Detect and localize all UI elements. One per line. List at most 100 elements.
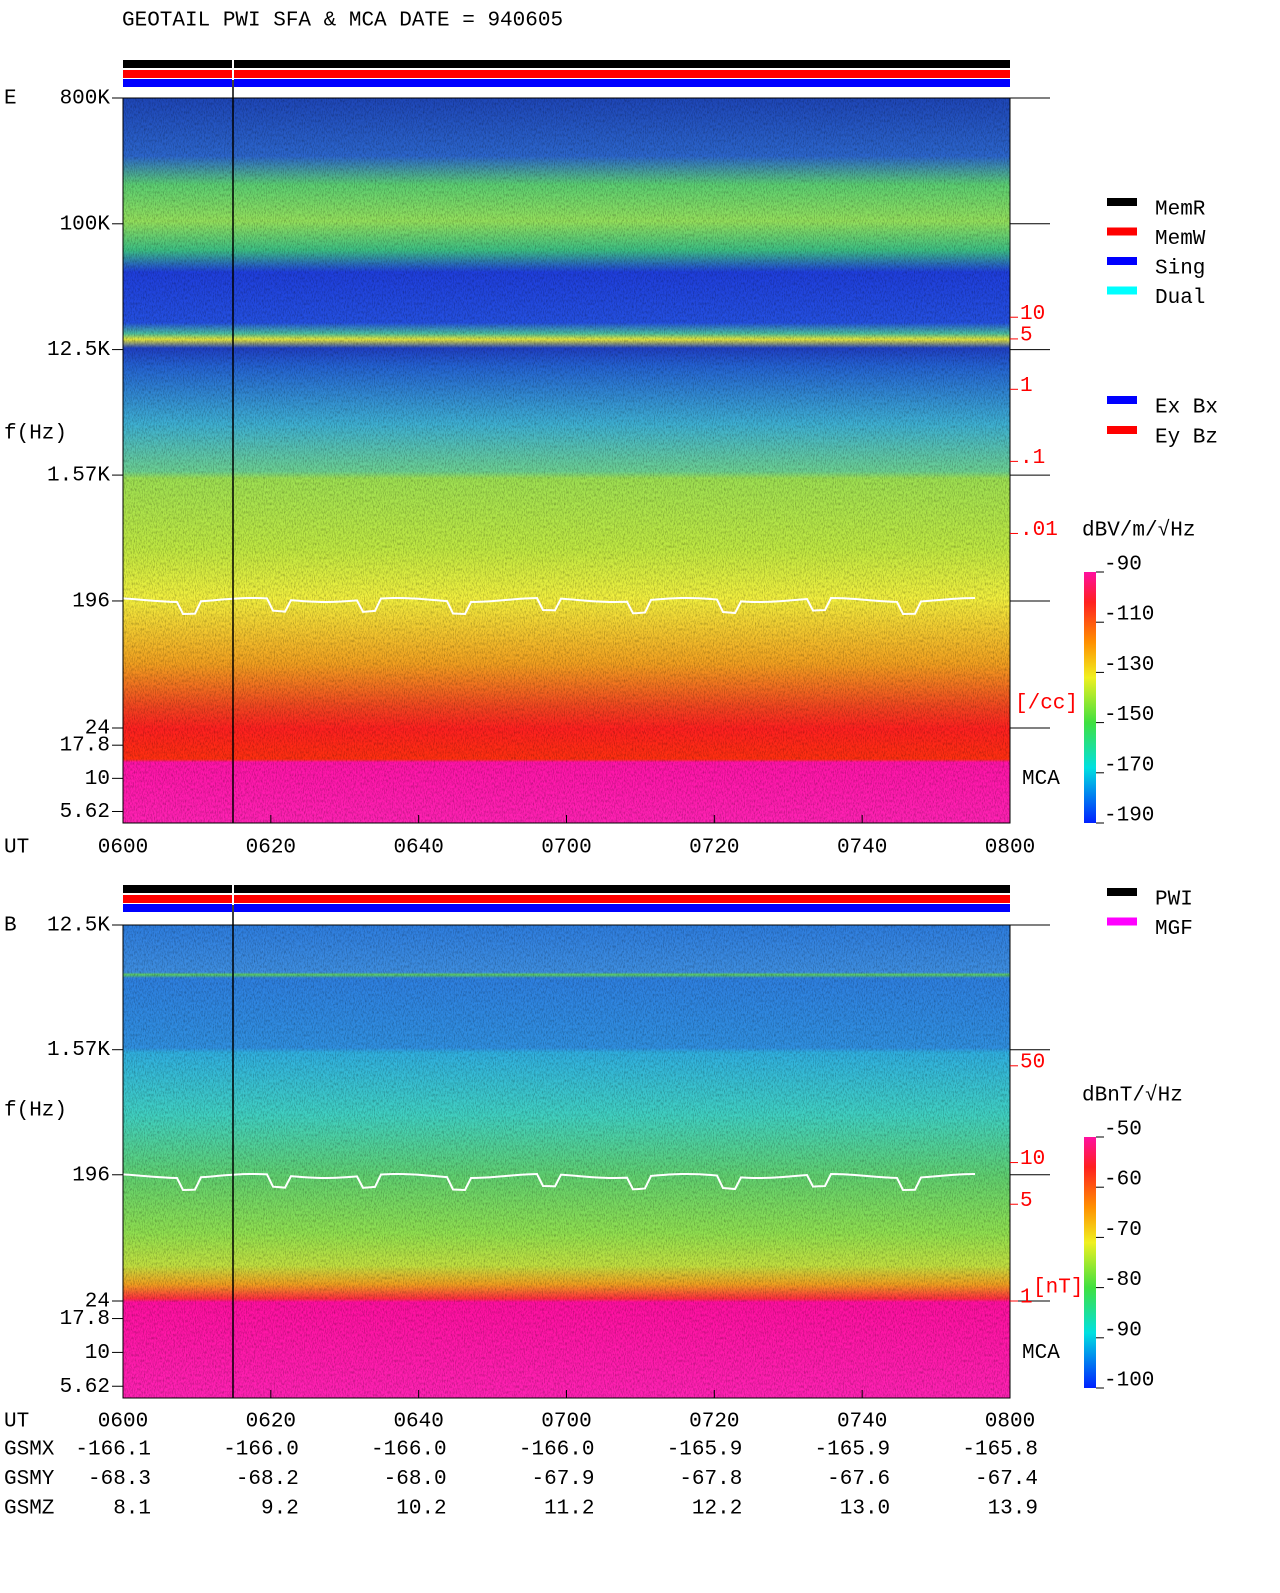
mca-label: MCA [1022,1342,1060,1365]
x-tick-label: 0620 [246,837,296,860]
colorbar-tick-label: -150 [1104,704,1154,727]
density-tick-label: .1 [1020,447,1045,470]
legend-label: Ex Bx [1155,397,1218,420]
colorbar-tick-label: -100 [1104,1370,1154,1393]
orbit-value: -68.0 [384,1468,447,1491]
legend-label: PWI [1155,889,1193,912]
x-tick-label: 0700 [541,1411,591,1434]
x-tick-label: 0640 [393,837,443,860]
mca-label: MCA [1022,768,1060,791]
y-tick-label: 24 [85,718,110,741]
orbit-value: 12.2 [692,1498,742,1521]
x-tick-label: 0800 [985,837,1035,860]
legend-swatch [1107,888,1137,896]
orbit-value: -67.6 [827,1468,890,1491]
orbit-value: 8.1 [113,1498,151,1521]
x-tick-label: 0720 [689,1411,739,1434]
x-label: UT [4,1411,29,1434]
legend-swatch [1107,257,1137,265]
density-unit: [nT] [1033,1277,1083,1300]
legend-swatch [1107,426,1137,434]
orbit-value: 11.2 [544,1498,594,1521]
y-tick-label: 17.8 [60,1308,110,1331]
x-tick-label: 0600 [98,837,148,860]
colorbar-tick-label: -80 [1104,1269,1142,1292]
density-tick-label: .01 [1020,519,1058,542]
density-tick-label: 5 [1020,324,1033,347]
y-tick-label: 10 [85,768,110,791]
y-tick-label: 1.57K [47,1039,110,1062]
legend-label: Ey Bz [1155,427,1218,450]
status-gap [232,885,234,913]
y-tick-label: 800K [60,88,111,111]
x-tick-label: 0620 [246,1411,296,1434]
y-tick-label: 24 [85,1291,110,1314]
title: GEOTAIL PWI SFA & MCA DATE = 940605 [122,10,563,33]
orbit-value: -68.2 [236,1468,299,1491]
colorbar-tick-label: -90 [1104,1319,1142,1342]
legend-label: MemR [1155,199,1206,222]
orbit-value: -166.0 [223,1439,299,1462]
orbit-value: -67.4 [975,1468,1038,1491]
status-bar [123,79,1010,87]
legend-label: MemW [1155,228,1206,251]
legend-label: MGF [1155,918,1193,941]
colorbar-tick-label: -90 [1104,554,1142,577]
orbit-value: -67.8 [679,1468,742,1491]
density-tick-label: 50 [1020,1051,1045,1074]
orbit-value: -165.9 [815,1439,891,1462]
density-tick-label: 5 [1020,1190,1033,1213]
x-tick-label: 0600 [98,1411,148,1434]
y-tick-label: 12.5K [47,339,110,362]
status-bar [123,895,1010,903]
status-bar [123,60,1010,68]
colorbar-tick-label: -170 [1104,754,1154,777]
x-label: UT [4,837,29,860]
legend-swatch [1107,286,1137,295]
colorbar-tick-label: -190 [1104,805,1154,828]
density-tick-label: 1 [1020,375,1033,398]
orbit-row-label: GSMZ [4,1498,54,1521]
density-tick-label: 1 [1020,1287,1033,1310]
panel-label: B [4,915,17,938]
y-label: f(Hz) [4,1100,67,1123]
colorbar-label: dBnT/√Hz [1082,1084,1183,1108]
orbit-value: -166.0 [371,1439,447,1462]
legend-label: Sing [1155,258,1205,281]
legend-swatch [1107,227,1137,236]
status-bar [123,70,1010,78]
orbit-row-label: GSMY [4,1468,55,1491]
x-tick-label: 0640 [393,1411,443,1434]
colorbar-tick-label: -70 [1104,1219,1142,1242]
colorbar-tick-label: -130 [1104,654,1154,677]
status-bar [123,904,1010,912]
legend-swatch [1107,396,1137,404]
y-tick-label: 5.62 [60,1376,110,1399]
legend-swatch [1107,917,1137,926]
orbit-value: -166.1 [75,1439,151,1462]
y-tick-label: 12.5K [47,915,110,938]
colorbar-label: dBV/m/√Hz [1082,519,1195,543]
orbit-value: -67.9 [531,1468,594,1491]
x-tick-label: 0720 [689,837,739,860]
y-tick-label: 5.62 [60,801,110,824]
orbit-value: -166.0 [519,1439,595,1462]
plasma-line [122,596,976,616]
orbit-row-label: GSMX [4,1439,55,1462]
y-tick-label: 1.57K [47,465,110,488]
y-tick-label: 17.8 [60,735,110,758]
x-tick-label: 0740 [837,1411,887,1434]
orbit-value: 13.0 [840,1498,890,1521]
density-unit: [/cc] [1015,693,1078,716]
y-tick-label: 100K [60,213,111,236]
colorbar-tick-label: -110 [1104,604,1154,627]
orbit-value: 9.2 [261,1498,299,1521]
y-tick-label: 196 [72,1164,110,1187]
orbit-value: -165.9 [667,1439,743,1462]
spectrogram-texture [123,925,1010,1398]
legend-label: Dual [1155,287,1205,310]
spectrogram-texture [123,98,1010,823]
x-tick-label: 0740 [837,837,887,860]
orbit-value: 13.9 [988,1498,1038,1521]
status-gap [232,60,234,88]
